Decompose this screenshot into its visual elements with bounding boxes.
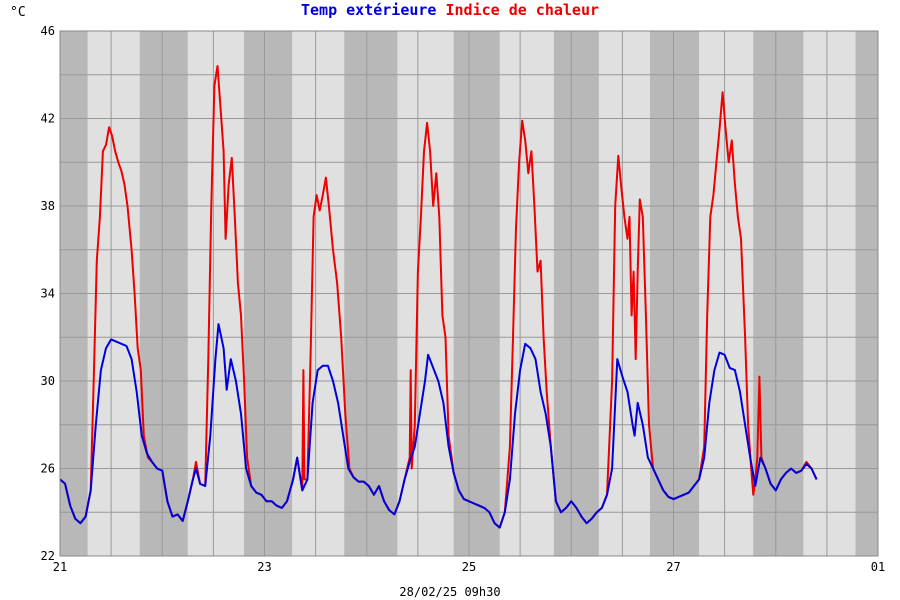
plot-frame (59, 30, 879, 557)
grid-lines (60, 31, 878, 556)
legend-indice-de-chaleur: Indice de chaleur (445, 1, 599, 19)
y-tick-label: 38 (41, 199, 55, 213)
x-axis-ticks: 21 23 25 27 01 (53, 560, 885, 574)
y-tick-label: 46 (41, 24, 55, 38)
y-tick-label: 42 (41, 112, 55, 126)
y-tick-label: 30 (41, 374, 55, 388)
y-axis-unit: °C (10, 5, 26, 20)
x-tick-label: 25 (462, 560, 476, 574)
x-tick-label: 01 (871, 560, 885, 574)
y-tick-label: 26 (41, 462, 55, 476)
legend-temp-exterieure: Temp extérieure (301, 1, 436, 19)
series-lines (59, 65, 818, 529)
x-tick-label: 27 (666, 560, 680, 574)
x-tick-label: 21 (53, 560, 67, 574)
y-axis-ticks: 22 26 30 34 38 42 46 (41, 24, 55, 563)
y-tick-label: 34 (41, 287, 55, 301)
x-tick-label: 23 (257, 560, 271, 574)
y-tick-label: 22 (41, 549, 55, 563)
timestamp-label: 28/02/25 09h30 (399, 585, 500, 599)
chart-title: Temp extérieure Indice de chaleur (301, 1, 599, 19)
series-line-temp-exterieure (59, 323, 818, 529)
